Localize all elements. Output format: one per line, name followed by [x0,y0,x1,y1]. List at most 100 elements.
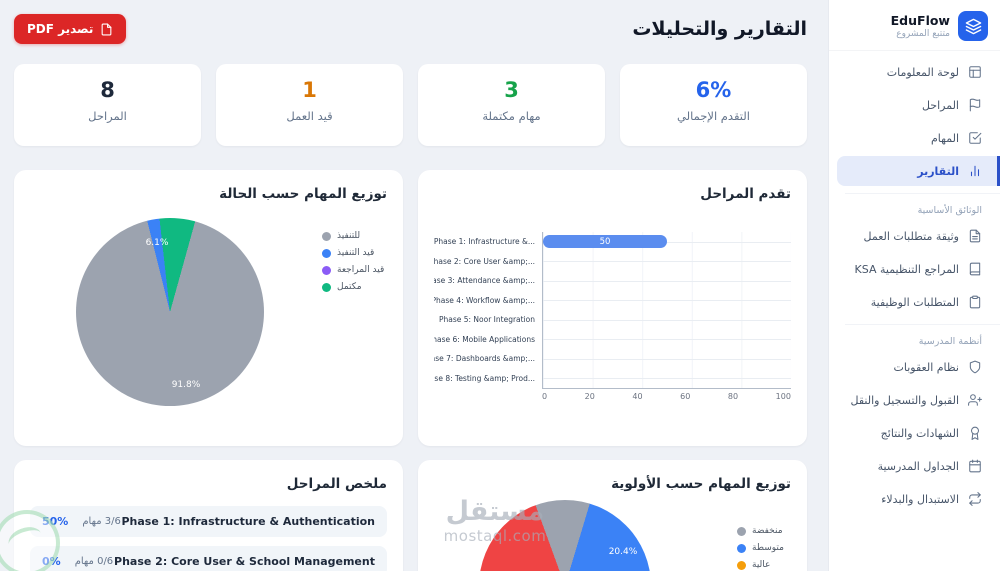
sidebar-item-ksa-references[interactable]: المراجع التنظيمية KSA [837,254,992,284]
pie-slice-label: 91.8% [171,380,201,390]
sidebar-item-label: الشهادات والنتائج [880,426,959,440]
sidebar-section-school-systems: أنظمة المدرسية [845,324,1000,352]
legend-label: للتنفيذ [337,231,361,241]
sidebar-item-business-requirements[interactable]: وثيقة متطلبات العمل [837,221,992,251]
stat-value: 8 [100,78,115,102]
sidebar-item-label: المراحل [921,98,959,112]
axis-tick-label: 100 [775,392,791,401]
sidebar-item-label: التقارير [917,164,959,178]
status-distribution-card: توزيع المهام حسب الحالة 6.1% 91.8% للتنف… [14,170,403,446]
phase-task-count: 0/6 مهام [74,556,114,567]
phase-percent: 50% [42,515,69,528]
phase-progress-bar-chart: Phase 1: Infrastructure &... Phase 2: Cor… [434,232,791,401]
bar-row: 50 [543,232,791,252]
bar-category-label: Phase 7: Dashboards &amp;... [434,354,535,364]
legend-label: منخفضة [752,526,783,536]
phase-summary-card: ملخص المراحل Phase 1: Infrastructure & A… [14,460,403,571]
stat-card-phases: 8 المراحل [14,64,201,146]
sidebar-item-phases[interactable]: المراحل [837,90,992,120]
bar-row [543,369,791,389]
bar: 50 [543,235,667,248]
sidebar-item-label: القبول والتسجيل والنقل [850,393,960,407]
page-title: التقارير والتحليلات [632,18,807,40]
bar-row [543,271,791,291]
bar-row [543,291,791,311]
phase-summary-title: ملخص المراحل [286,476,387,492]
sidebar-item-functional-requirements[interactable]: المتطلبات الوظيفية [837,287,992,317]
app-subtitle: متتبع المشروع [896,29,950,39]
page-header: التقارير والتحليلات تصدير PDF [14,14,807,44]
sidebar-item-tasks[interactable]: المهام [837,123,992,153]
bar-category-label: Phase 2: Core User &amp;... [434,256,535,266]
stat-value: 6% [695,78,732,102]
priority-pie-area: 20.4% منخفضةمتوسطةعاليةحرجة [434,500,791,571]
legend-dot [737,560,746,570]
sidebar-item-dashboard[interactable]: لوحة المعلومات [837,57,992,87]
bar-row [543,349,791,369]
sidebar-item-reports[interactable]: التقارير [837,156,1000,186]
sidebar-item-penalties-system[interactable]: نظام العقوبات [837,352,992,382]
stat-card-overall-progress: 6% التقدم الإجمالي [620,64,807,146]
clipboard-icon [969,295,981,309]
phase-meta: 3/6 مهام 50% [42,515,121,528]
legend-dot [737,526,746,536]
shield-icon [969,360,981,374]
bar-row [543,310,791,330]
axis-tick-label: 0 [542,392,548,401]
sidebar-item-label: المراجع التنظيمية KSA [854,262,959,276]
legend-label: قيد المراجعة [337,265,385,275]
bar-category-label: Phase 4: Workflow &amp;... [434,295,535,305]
priority-pie-legend: منخفضةمتوسطةعاليةحرجة [737,526,784,571]
file-text-icon [969,229,981,243]
legend-item: متوسطة [737,543,784,553]
legend-dot [322,248,331,258]
bar-category-label: Phase 8: Testing &amp; Prod... [434,373,535,383]
dashboard-icon [969,66,981,78]
bottom-row: توزيع المهام حسب الأولوية 20.4% منخفضة مت… [14,460,807,571]
app-name: EduFlow [890,13,950,28]
axis-tick-label: 80 [727,392,739,401]
award-icon [970,426,980,440]
user-plus-icon [968,394,982,406]
sidebar-item-label: المهام [931,131,959,145]
legend-item: منخفضة [737,526,784,536]
bar-chart-x-axis: 0 20 40 60 80 100 [542,389,791,401]
sidebar-item-substitutions[interactable]: الاستبدال والبدلاء [837,484,992,514]
sidebar-nav: لوحة المعلومات المراحل المهام التقارير ا… [829,51,1000,514]
legend-item: قيد التنفيذ [322,248,384,258]
sidebar-item-school-schedules[interactable]: الجداول المدرسية [837,451,992,481]
legend-dot [322,265,331,275]
export-pdf-label: تصدير PDF [27,22,94,36]
bar-chart-labels: Phase 1: Infrastructure &... Phase 2: Cor… [434,232,542,389]
app-logo: EduFlow متتبع المشروع [829,0,1000,51]
app-title-block: EduFlow متتبع المشروع [891,13,950,39]
main-content: التقارير والتحليلات تصدير PDF 6% التقدم … [14,14,807,571]
stat-value: 3 [504,78,519,102]
phase-percent: 0% [42,555,61,568]
layers-icon [958,11,988,41]
status-pie-area: 6.1% 91.8% للتنفيذ قيد التنفيذ قيد المراجع… [30,210,387,420]
sidebar-item-certificates-results[interactable]: الشهادات والنتائج [837,418,992,448]
priority-pie-chart [479,500,651,571]
priority-distribution-card: توزيع المهام حسب الأولوية 20.4% منخفضة مت… [418,460,807,571]
axis-tick-label: 20 [584,392,595,401]
phase-summary-row: Phase 1: Infrastructure & Authentication… [30,506,387,537]
sidebar-item-admission-transfer[interactable]: القبول والتسجيل والنقل [837,385,992,415]
book-icon [969,262,981,276]
stat-label: قيد العمل [286,109,333,124]
phase-task-count: 3/6 مهام [82,516,121,527]
bar-category-label: Phase 3: Attendance &amp;... [434,276,535,286]
phase-name: Phase 1: Infrastructure & Authentication [121,515,375,528]
legend-dot [322,282,331,292]
charts-row: تقدم المراحل Phase 1: Infrastructure &..… [14,170,807,446]
sidebar-item-label: الجداول المدرسية [877,459,959,473]
phase-summary-row: Phase 2: Core User & School Management 0/… [30,546,387,571]
calendar-icon [969,459,981,473]
phase-summary-list: Phase 1: Infrastructure & Authentication… [30,506,387,571]
phase-progress-card: تقدم المراحل Phase 1: Infrastructure &..… [418,170,807,446]
legend-dot [737,543,746,553]
axis-tick-label: 60 [680,392,691,401]
sidebar-item-label: الاستبدال والبدلاء [881,492,959,506]
export-pdf-button[interactable]: تصدير PDF [14,14,127,44]
